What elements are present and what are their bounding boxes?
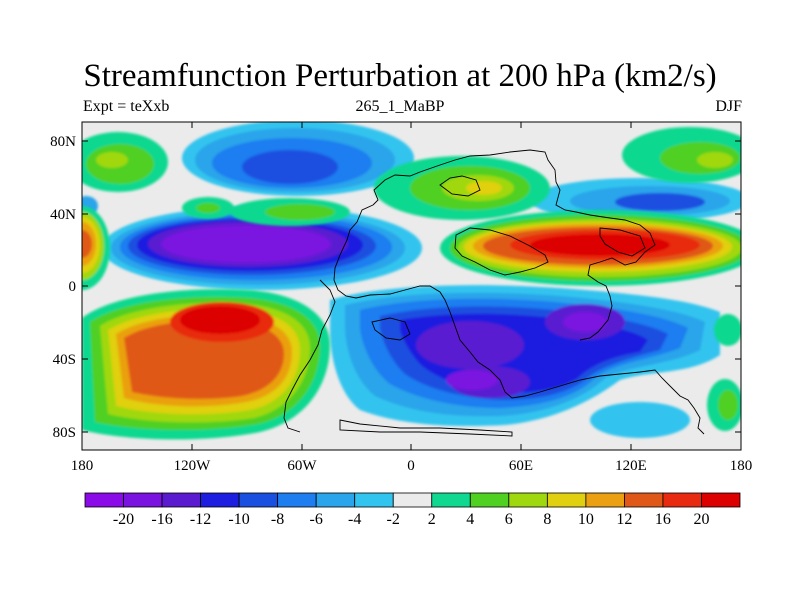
colorbar-swatch	[354, 492, 394, 508]
y-label-80s: 80S	[52, 425, 76, 441]
x-label-180-east: 180	[729, 458, 753, 474]
colorbar-swatch	[84, 492, 124, 508]
colorbar-swatch	[392, 492, 433, 508]
colorbar-swatch	[161, 492, 201, 508]
colorbar	[84, 492, 741, 508]
contour-positive-south-pacific	[82, 289, 330, 440]
colorbar-label: 6	[504, 511, 513, 528]
colorbar-label: -4	[348, 511, 362, 528]
colorbar-swatch	[624, 492, 664, 508]
case-label: 265_1_MaBP	[355, 98, 445, 115]
map-plot-area	[82, 122, 741, 450]
colorbar-label: 8	[543, 511, 552, 528]
contour-positive-northeast	[622, 127, 741, 183]
coastlines	[283, 149, 705, 437]
contour-positive-eurasia	[374, 156, 550, 220]
colorbar-label: 4	[466, 511, 475, 528]
colorbar-swatch	[315, 492, 356, 508]
contour-positive-west-edge	[82, 206, 110, 290]
y-label-40n: 40N	[50, 207, 76, 223]
colorbar-swatch	[508, 492, 548, 508]
y-label-40s: 40S	[52, 352, 76, 368]
colorbar-swatch	[200, 492, 240, 508]
season-label: DJF	[715, 98, 742, 115]
colorbar-label: -12	[189, 511, 212, 528]
contour-positive-northwest	[82, 132, 168, 192]
colorbar-label: -20	[112, 511, 135, 528]
colorbar-swatch	[123, 492, 163, 508]
contour-negative-north-america	[182, 122, 414, 196]
x-label-60e: 60E	[508, 458, 534, 474]
contour-positive-asia-pacific	[440, 210, 741, 286]
y-label-equator: 0	[68, 279, 77, 295]
colorbar-label: 20	[693, 511, 710, 528]
map-title: Streamfunction Perturbation at 200 hPa (…	[83, 58, 717, 94]
x-label-0: 0	[407, 458, 415, 474]
colorbar-label: 16	[654, 511, 671, 528]
x-label-180-west: 180	[70, 458, 94, 474]
contour-positive-southeast	[707, 314, 741, 431]
y-label-80n: 80N	[50, 134, 76, 150]
colorbar-swatch	[431, 492, 471, 508]
colorbar-label: -10	[228, 511, 250, 528]
colorbar-swatch	[701, 492, 741, 508]
colorbar-swatch	[585, 492, 625, 508]
x-label-120w: 120W	[173, 458, 211, 474]
colorbar-label: 10	[577, 511, 594, 528]
contour-negative-south-pacific	[590, 402, 690, 438]
x-label-60w: 60W	[287, 458, 317, 474]
contour-negative-southern-hemisphere	[330, 285, 720, 427]
x-label-120e: 120E	[615, 458, 647, 474]
colorbar-label: -2	[386, 511, 400, 528]
contour-positive-atlantic	[182, 197, 350, 226]
colorbar-swatch	[546, 492, 587, 508]
experiment-label: Expt = teXxb	[83, 98, 170, 115]
colorbar-label: -6	[309, 511, 323, 528]
colorbar-label: 2	[427, 511, 436, 528]
colorbar-label: 12	[616, 511, 633, 528]
contour-negative-north-pacific	[102, 206, 422, 290]
colorbar-swatch	[469, 492, 510, 508]
colorbar-label: -8	[270, 511, 285, 528]
y-axis-ticks	[82, 140, 741, 433]
colorbar-label: -16	[151, 511, 173, 528]
colorbar-swatch	[662, 492, 702, 508]
colorbar-swatch	[238, 492, 279, 508]
x-axis-ticks	[81, 122, 742, 450]
colorbar-swatch	[277, 492, 317, 508]
